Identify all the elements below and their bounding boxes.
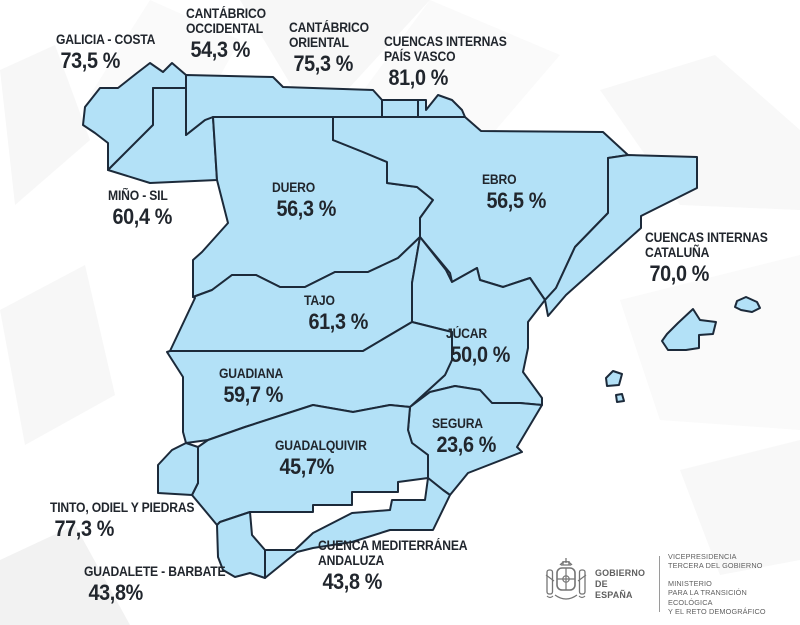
- region-cuenca-mediterranea-andaluza-shape: [264, 477, 451, 579]
- formentera-island: [615, 393, 625, 403]
- region-cuencas-internas-cataluna-shape: [544, 154, 698, 317]
- mallorca-island: [661, 308, 717, 351]
- region-tinto-odiel-piedras-shape: [157, 442, 199, 496]
- region-cantabrico-oriental-shape: [381, 99, 419, 118]
- ibiza-island: [605, 370, 623, 387]
- government-footer: GOBIERNO DE ESPAÑA VICEPRESIDENCIA TERCE…: [543, 552, 793, 616]
- menorca-island: [734, 296, 761, 313]
- region-guadalete-barbate-shape: [216, 511, 266, 579]
- ministry-label: VICEPRESIDENCIA TERCERA DEL GOBIERNO MIN…: [667, 551, 766, 617]
- spain-coat-of-arms-icon: [545, 558, 587, 600]
- gobierno-de-espana-label: GOBIERNO DE ESPAÑA: [595, 567, 646, 601]
- footer-divider: [658, 556, 660, 612]
- region-guadalquivir-shape: [191, 404, 429, 526]
